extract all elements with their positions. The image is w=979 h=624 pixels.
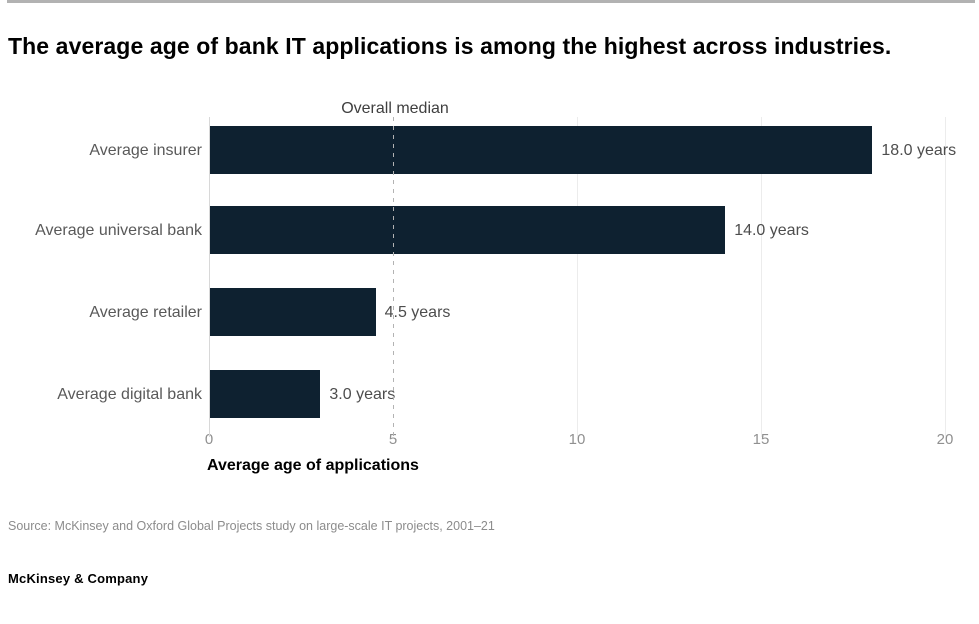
gridline: [761, 117, 762, 437]
median-reference-line: [393, 117, 394, 437]
bar: [210, 126, 873, 174]
value-label: 4.5 years: [384, 304, 451, 321]
category-label: Average universal bank: [35, 222, 202, 239]
bar: [210, 370, 321, 418]
source-note: Source: McKinsey and Oxford Global Proje…: [8, 519, 495, 533]
x-tick-label: 0: [204, 431, 214, 448]
y-axis-line: [209, 117, 210, 437]
gridline: [945, 117, 946, 437]
category-label: Average insurer: [89, 142, 202, 159]
bar: [210, 206, 726, 254]
value-label: 3.0 years: [329, 386, 396, 403]
chart-title: The average age of bank IT applications …: [8, 33, 892, 59]
category-label: Average digital bank: [57, 386, 202, 403]
x-tick-label: 20: [936, 431, 954, 448]
overall-median-label: Overall median: [341, 100, 449, 117]
value-label: 18.0 years: [881, 142, 957, 159]
category-label: Average retailer: [89, 304, 202, 321]
x-tick-label: 15: [752, 431, 770, 448]
bar: [210, 288, 376, 336]
x-axis-title: Average age of applications: [207, 457, 419, 474]
value-label: 14.0 years: [734, 222, 809, 239]
mckinsey-company-wordmark: McKinsey & Company: [8, 571, 149, 586]
x-tick-label: 5: [388, 431, 398, 448]
top-rule-divider: [7, 0, 975, 3]
gridline: [577, 117, 578, 437]
x-tick-label: 10: [568, 431, 586, 448]
